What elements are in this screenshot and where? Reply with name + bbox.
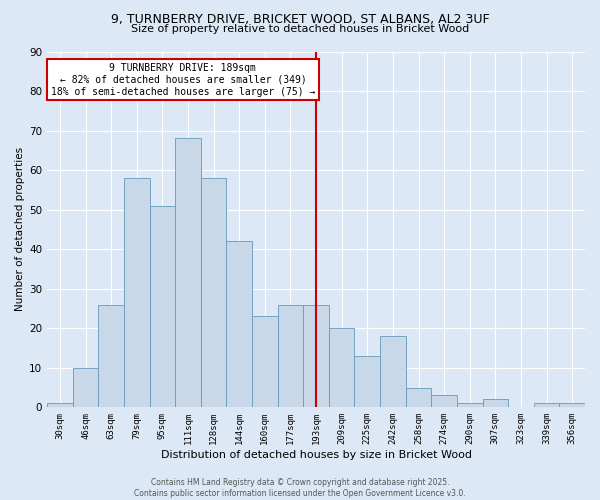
Bar	[278, 304, 303, 408]
Bar	[47, 404, 73, 407]
Bar	[201, 178, 226, 408]
Bar	[98, 304, 124, 408]
Bar	[559, 404, 585, 407]
Bar	[482, 400, 508, 407]
Text: Contains HM Land Registry data © Crown copyright and database right 2025.
Contai: Contains HM Land Registry data © Crown c…	[134, 478, 466, 498]
Bar	[355, 356, 380, 408]
Bar	[534, 404, 559, 407]
Bar	[226, 242, 252, 408]
Text: Size of property relative to detached houses in Bricket Wood: Size of property relative to detached ho…	[131, 24, 469, 34]
Bar	[303, 304, 329, 408]
Bar	[124, 178, 149, 408]
X-axis label: Distribution of detached houses by size in Bricket Wood: Distribution of detached houses by size …	[161, 450, 472, 460]
Bar	[457, 404, 482, 407]
Bar	[252, 316, 278, 408]
Text: 9 TURNBERRY DRIVE: 189sqm
← 82% of detached houses are smaller (349)
18% of semi: 9 TURNBERRY DRIVE: 189sqm ← 82% of detac…	[51, 64, 315, 96]
Bar	[149, 206, 175, 408]
Bar	[380, 336, 406, 407]
Y-axis label: Number of detached properties: Number of detached properties	[15, 148, 25, 312]
Bar	[73, 368, 98, 408]
Bar	[329, 328, 355, 407]
Text: 9, TURNBERRY DRIVE, BRICKET WOOD, ST ALBANS, AL2 3UF: 9, TURNBERRY DRIVE, BRICKET WOOD, ST ALB…	[110, 12, 490, 26]
Bar	[175, 138, 201, 407]
Bar	[406, 388, 431, 407]
Bar	[431, 396, 457, 407]
